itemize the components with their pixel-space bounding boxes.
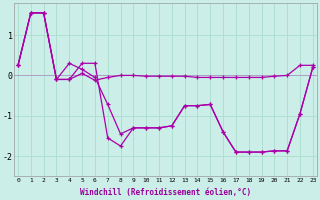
X-axis label: Windchill (Refroidissement éolien,°C): Windchill (Refroidissement éolien,°C)	[80, 188, 251, 197]
